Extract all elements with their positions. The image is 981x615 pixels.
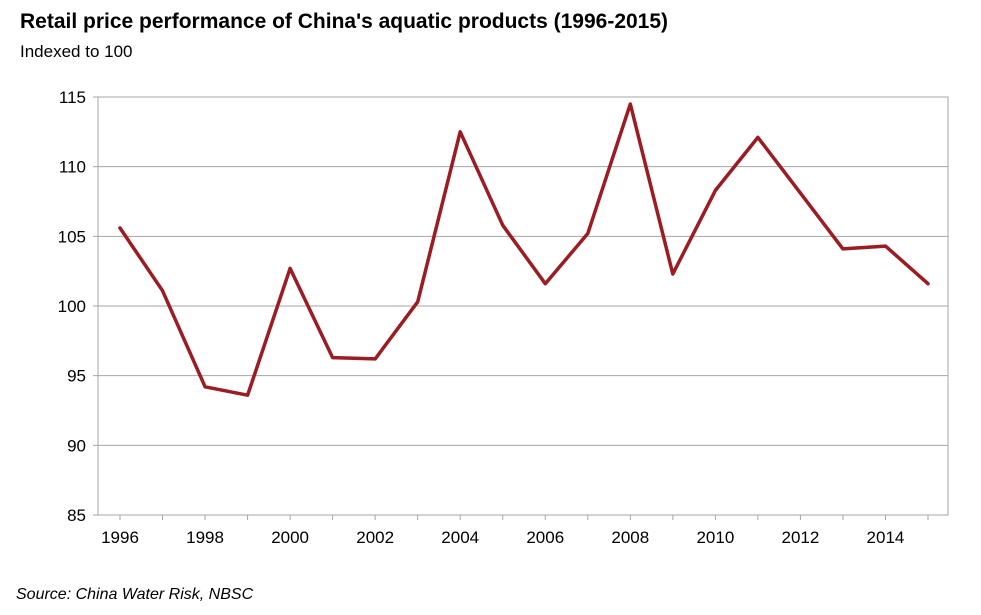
y-axis-ticks: 85 90 95 100 105 110 115 xyxy=(58,88,98,525)
y-tick-label: 110 xyxy=(59,158,86,177)
data-point-2004 xyxy=(458,130,462,134)
chart-subtitle: Indexed to 100 xyxy=(20,42,133,61)
data-point-2013 xyxy=(841,247,845,251)
data-point-1999 xyxy=(246,393,250,397)
x-tick-label: 2014 xyxy=(867,528,905,547)
gridlines xyxy=(98,166,948,446)
data-point-2006 xyxy=(543,282,547,286)
x-tick-label: 2010 xyxy=(696,528,734,547)
data-point-1997 xyxy=(161,289,165,293)
data-point-2008 xyxy=(628,102,632,106)
data-point-2000 xyxy=(288,266,292,270)
data-point-2005 xyxy=(501,223,505,227)
data-point-2011 xyxy=(756,135,760,139)
x-tick-label: 2002 xyxy=(356,528,394,547)
y-tick-label: 105 xyxy=(58,227,86,246)
y-tick-label: 115 xyxy=(59,88,86,107)
x-tick-label: 2004 xyxy=(441,528,479,547)
data-point-2007 xyxy=(586,232,590,236)
x-tick-label: 1998 xyxy=(186,528,224,547)
x-tick-label: 2006 xyxy=(526,528,564,547)
data-point-2009 xyxy=(671,272,675,276)
y-tick-label: 90 xyxy=(67,436,86,455)
x-tick-label: 2008 xyxy=(611,528,649,547)
x-axis-ticks: 1996 1998 2000 2002 2004 2006 2008 2010 2012 2014 xyxy=(101,515,929,547)
data-point-1998 xyxy=(203,385,207,389)
data-point-2014 xyxy=(883,244,887,248)
data-point-2001 xyxy=(331,356,335,360)
x-tick-label: 2012 xyxy=(782,528,820,547)
x-tick-label: 2000 xyxy=(271,528,309,547)
y-tick-label: 95 xyxy=(67,367,86,386)
y-tick-label: 100 xyxy=(58,297,86,316)
x-tick-label: 1996 xyxy=(101,528,139,547)
data-point-1996 xyxy=(118,226,122,230)
series-points xyxy=(118,102,930,397)
data-point-2010 xyxy=(713,188,717,192)
y-tick-label: 85 xyxy=(67,506,86,525)
data-point-2012 xyxy=(798,191,802,195)
source-note: Source: China Water Risk, NBSC xyxy=(16,586,254,603)
chart-title: Retail price performance of China's aqua… xyxy=(20,10,669,33)
series-line xyxy=(118,102,930,397)
data-point-2015 xyxy=(926,282,930,286)
data-point-2003 xyxy=(416,300,420,304)
data-point-2002 xyxy=(373,357,377,361)
